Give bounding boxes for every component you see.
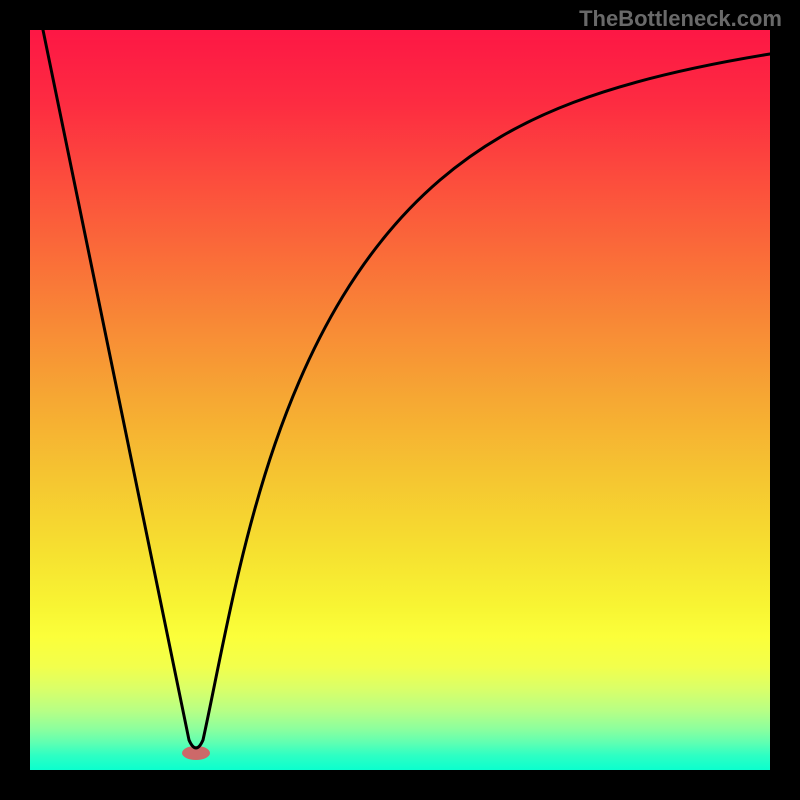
figure-container: TheBottleneck.com <box>0 0 800 800</box>
plot-area-gradient <box>30 30 770 770</box>
watermark-text: TheBottleneck.com <box>579 6 782 32</box>
plot-svg <box>0 0 800 800</box>
